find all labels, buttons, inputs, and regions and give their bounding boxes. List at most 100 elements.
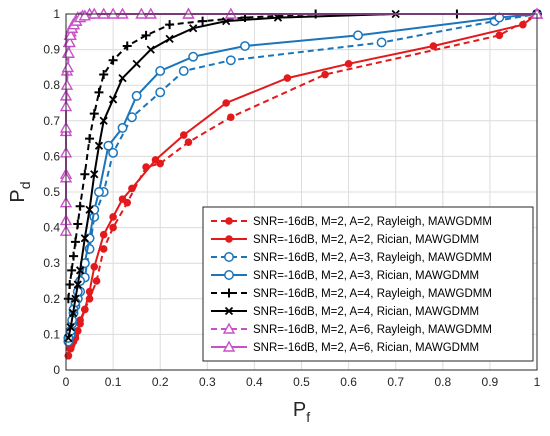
data-point	[240, 41, 250, 51]
data-point	[78, 9, 92, 21]
legend-label: SNR=-16dB, M=2, A=4, Rayleigh, MAWGDMM	[253, 288, 492, 300]
data-point	[89, 109, 99, 119]
x-axis-label-main: P	[293, 399, 306, 421]
data-point	[103, 140, 114, 151]
data-point	[151, 156, 160, 164]
marker-circle	[224, 270, 234, 280]
y-tick-label: 0.6	[43, 149, 60, 163]
marker-circle	[117, 122, 128, 133]
data-point	[141, 30, 151, 40]
data-point	[118, 73, 127, 83]
legend-label: SNR=-16dB, M=2, A=6, Rayleigh, MAWGDMM	[253, 324, 492, 336]
data-point	[67, 265, 77, 275]
data-point	[146, 45, 155, 54]
legend-label: SNR=-16dB, M=2, A=6, Rician, MAWGDMM	[253, 342, 479, 354]
marker-circle	[376, 37, 387, 48]
marker-triangle	[64, 28, 77, 41]
data-point	[178, 66, 189, 76]
marker-circle	[94, 187, 104, 197]
marker-dot	[64, 351, 73, 360]
legend-marker	[222, 340, 236, 352]
marker-x	[118, 73, 127, 83]
marker-x	[146, 45, 155, 54]
marker-triangle	[78, 9, 92, 21]
data-point	[155, 87, 166, 98]
marker-dot	[283, 74, 292, 82]
marker-dot	[128, 184, 136, 193]
data-point	[60, 78, 74, 90]
marker-dot	[321, 70, 329, 79]
tick-labels: 0 0.1 0.2 0.3 0.4 0.5 0.6 0.7 0.8 0.9 1 0 0.1 0.2 0.3 0…	[43, 7, 540, 389]
marker-x	[165, 34, 174, 44]
marker-dot	[90, 262, 99, 271]
marker-plus	[80, 169, 90, 179]
y-axis-label-main: P	[7, 189, 29, 202]
data-point	[108, 147, 119, 158]
x-tick-label: 0.4	[246, 375, 263, 389]
data-point	[94, 141, 104, 150]
data-point	[71, 294, 80, 303]
legend: SNR=-16dB, M=2, A=2, Rayleigh, MAWGDMM SN…	[202, 206, 534, 362]
marker-plus	[94, 87, 104, 97]
y-tick-label: 0.2	[43, 292, 60, 306]
marker-x	[108, 95, 118, 104]
data-point	[92, 277, 101, 285]
data-point	[283, 74, 292, 82]
marker-triangle	[63, 36, 76, 48]
marker-circle	[188, 51, 199, 62]
data-point	[63, 36, 76, 48]
y-tick-label: 0.9	[43, 43, 60, 57]
y-tick-label: 0	[53, 363, 60, 377]
data-point	[73, 219, 83, 229]
data-point	[344, 60, 353, 68]
data-point	[90, 170, 99, 179]
legend-label: SNR=-16dB, M=2, A=3, Rayleigh, MAWGDMM	[253, 252, 492, 264]
series-line	[67, 13, 537, 299]
marker-dot	[344, 60, 353, 68]
data-point	[109, 213, 117, 221]
marker-x	[85, 205, 94, 214]
y-tick-label: 0.4	[43, 221, 60, 235]
legend-marker	[224, 252, 234, 262]
data-point	[85, 205, 94, 214]
marker-x	[224, 306, 234, 316]
marker-dot	[225, 235, 233, 243]
data-point	[227, 113, 235, 122]
y-tick-label: 0.3	[43, 256, 60, 270]
marker-x	[73, 280, 82, 289]
legend-entry: SNR=-16dB, M=2, A=2, Rician, MAWGDMM	[211, 234, 479, 246]
marker-plus	[108, 55, 118, 65]
marker-plus	[141, 30, 151, 40]
data-point	[64, 28, 77, 41]
marker-dot	[92, 277, 101, 285]
marker-circle	[131, 90, 142, 101]
marker-circle	[353, 30, 363, 41]
legend-entry: SNR=-16dB, M=2, A=4, Rayleigh, MAWGDMM	[211, 288, 492, 300]
marker-plus	[224, 288, 234, 298]
marker-plus	[165, 20, 175, 30]
data-point	[132, 59, 141, 68]
data-point	[165, 20, 175, 30]
marker-circle	[178, 66, 189, 76]
x-tick-label: 0.5	[293, 375, 310, 389]
data-point	[64, 351, 73, 360]
x-axis-label-sub: f	[306, 409, 310, 425]
data-point	[94, 87, 104, 97]
legend-entry: SNR=-16dB, M=2, A=6, Rayleigh, MAWGDMM	[211, 322, 492, 336]
data-point	[80, 169, 90, 179]
data-point	[184, 138, 193, 146]
marker-circle	[108, 147, 119, 158]
marker-dot	[109, 213, 117, 221]
y-tick-label: 0.8	[43, 78, 60, 92]
marker-plus	[122, 41, 132, 51]
data-point	[108, 95, 118, 104]
data-point	[70, 237, 80, 247]
marker-plus	[99, 70, 109, 80]
marker-dot	[519, 20, 527, 29]
marker-triangle	[60, 78, 74, 90]
marker-dot	[118, 195, 127, 203]
y-tick-label: 1	[53, 7, 60, 21]
legend-entry: SNR=-16dB, M=2, A=3, Rayleigh, MAWGDMM	[211, 252, 492, 264]
y-axis-label: Pd	[7, 181, 33, 202]
legend-marker	[225, 217, 233, 225]
